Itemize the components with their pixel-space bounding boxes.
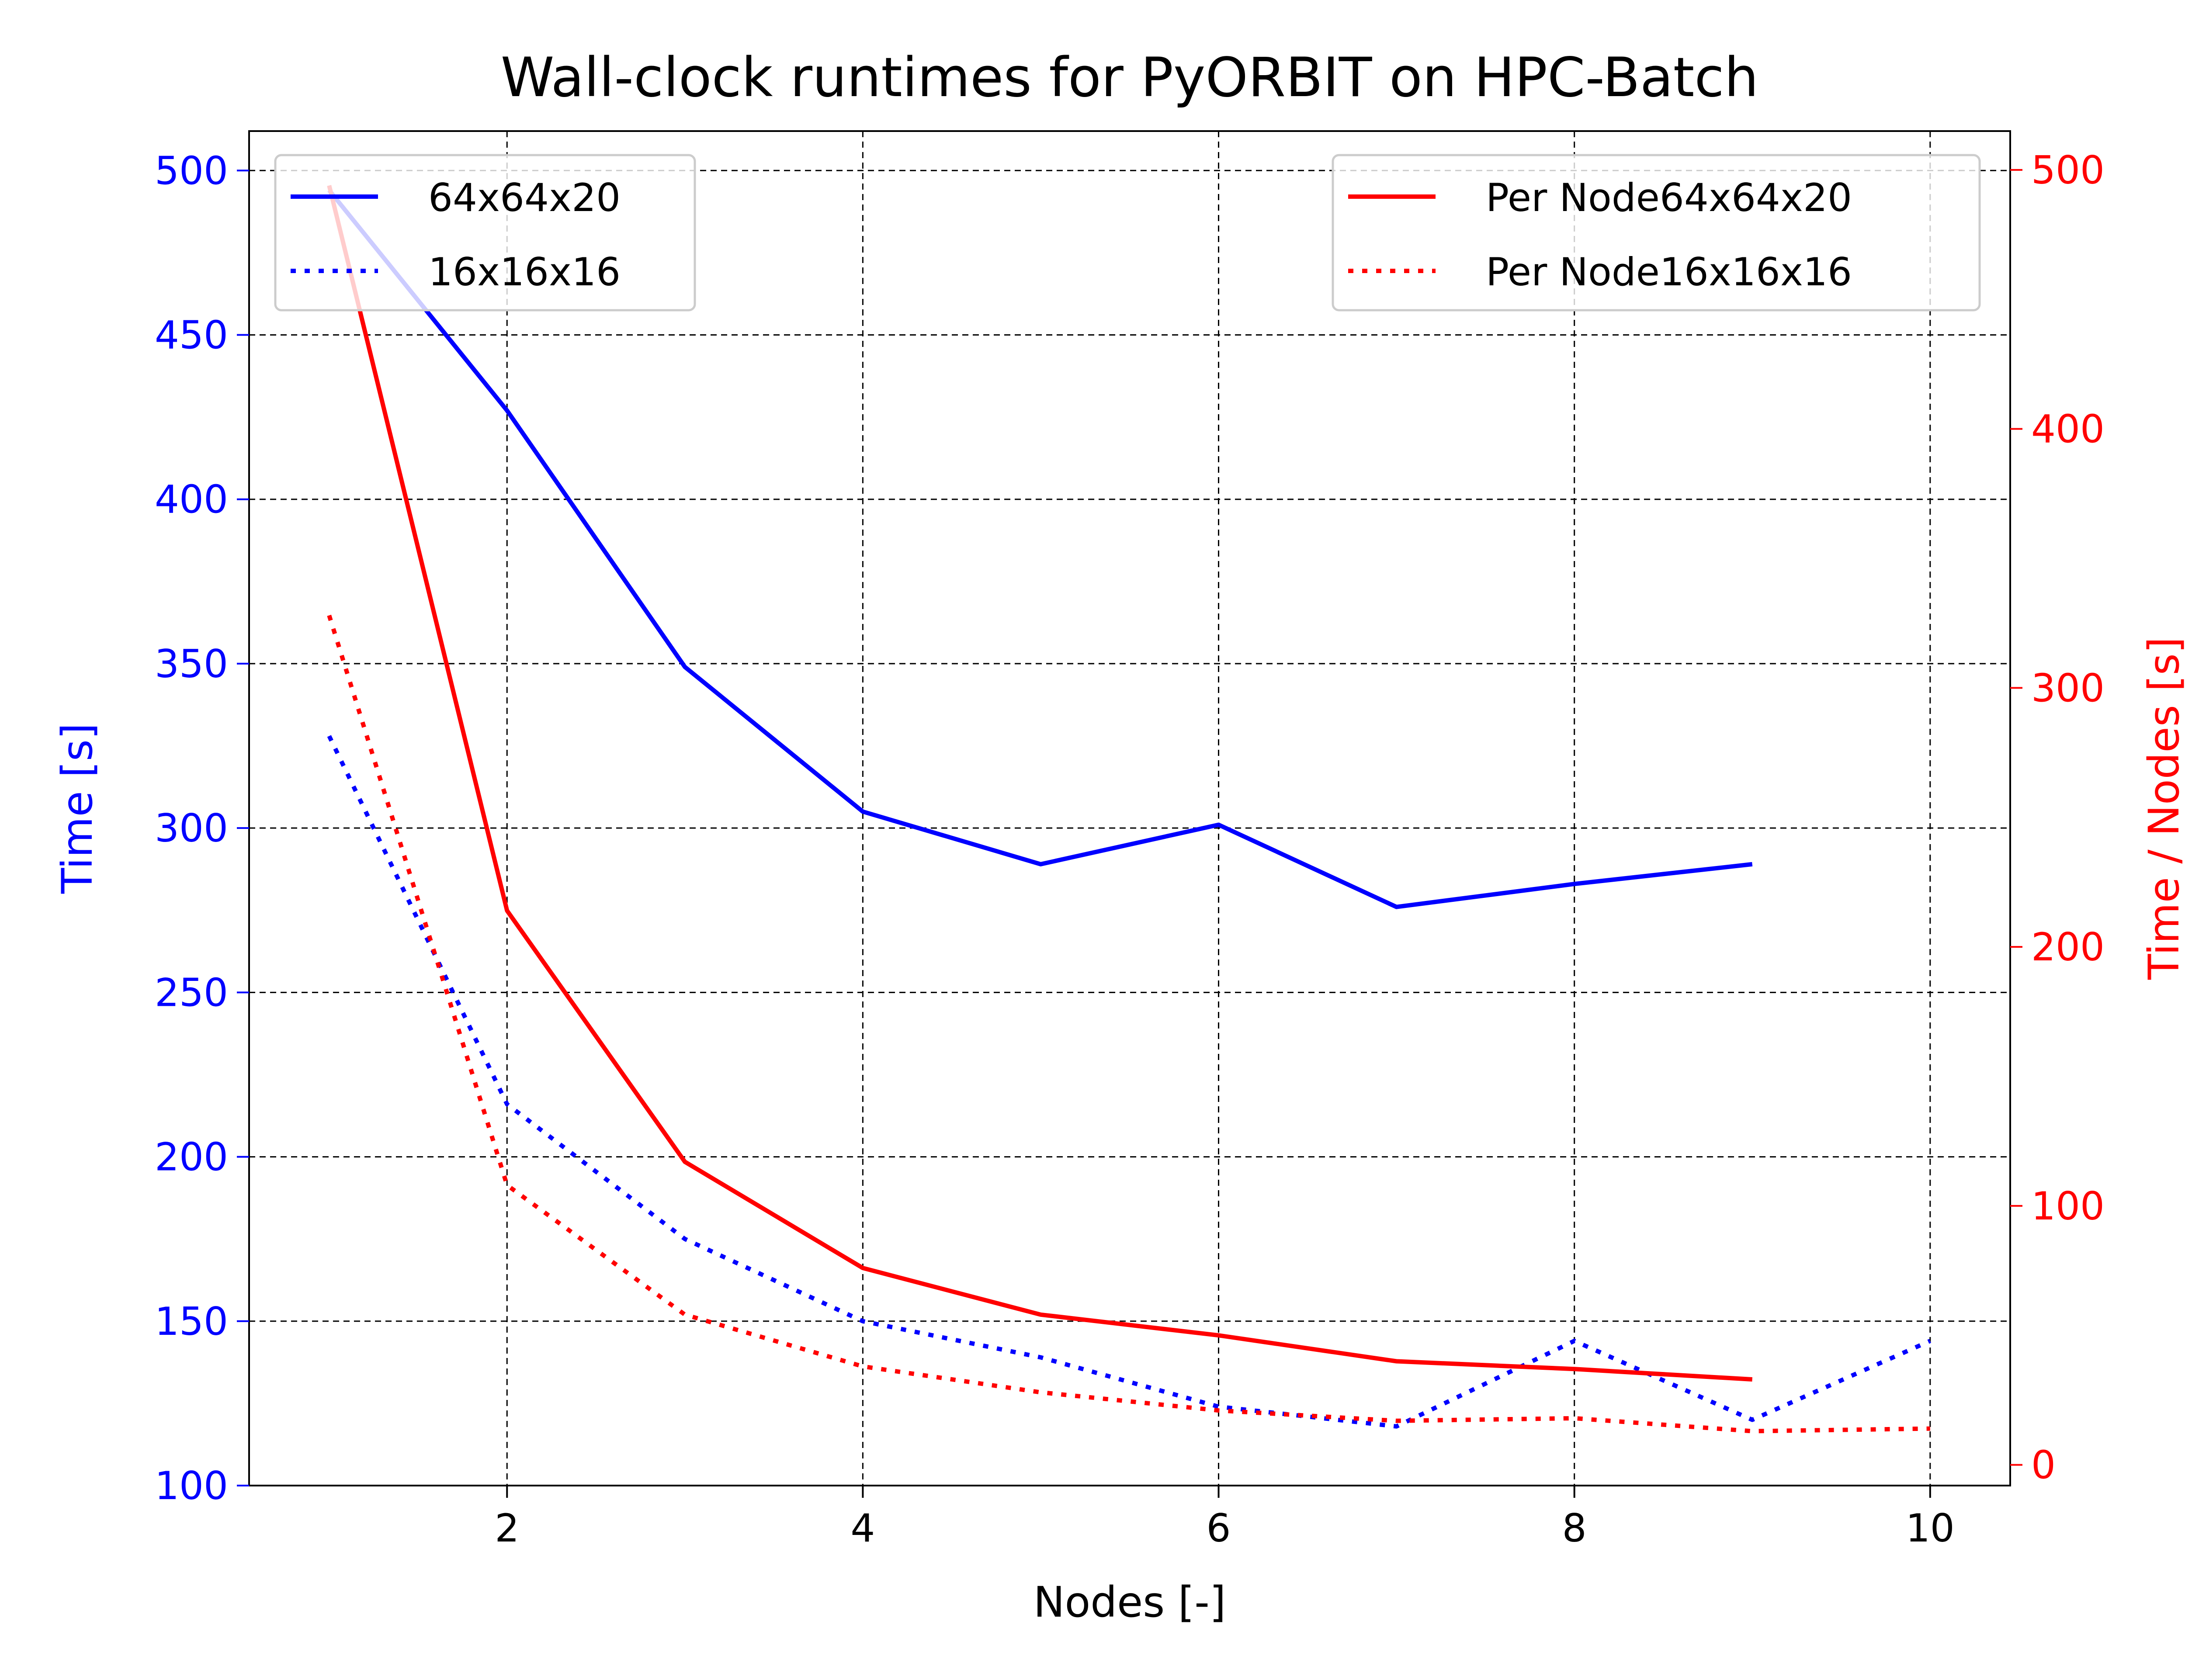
y-right-tick-label: 0 [2031, 1443, 2056, 1488]
series-lines [327, 185, 1931, 1434]
x-tick-label: 6 [1207, 1506, 1231, 1551]
legends: 64x64x20 16x16x16 Per Node64x64x20 Per Node… [274, 154, 1981, 312]
plot-frame [248, 130, 2011, 1486]
grid [249, 131, 2010, 1486]
legend-label: 16x16x16 [428, 249, 621, 294]
legend-label: Per Node16x16x16 [1486, 249, 1852, 294]
y-left-tick-label: 250 [155, 970, 228, 1015]
y-right-tick-label: 500 [2031, 148, 2105, 193]
legend-label: Per Node64x64x20 [1486, 175, 1852, 220]
y-right-tick-label: 400 [2031, 407, 2105, 452]
y-left-tick-label: 400 [155, 477, 228, 522]
series-line-per-node64x64x20 [327, 185, 1752, 1382]
series-line-per-node16x16x16 [327, 614, 1930, 1434]
y-right-tick-label: 300 [2031, 665, 2105, 710]
series-line-64x64x20 [327, 189, 1753, 909]
x-tick-label: 2 [495, 1506, 519, 1551]
y-axis-right-label: Time / Nodes [s] [2140, 637, 2185, 980]
y-left-tick-label: 100 [155, 1463, 228, 1508]
x-tick-label: 8 [1562, 1506, 1587, 1551]
legend-box [274, 154, 696, 312]
y-left-tick-label: 200 [155, 1135, 228, 1180]
series-line-16x16x16 [327, 735, 1931, 1429]
y-left-tick-label: 350 [155, 641, 228, 686]
y-left-tick-label: 500 [155, 148, 228, 193]
axes [237, 130, 2022, 1498]
chart-title: Wall-clock runtimes for PyORBIT on HPC-B… [501, 46, 1758, 109]
x-axis-label: Nodes [-] [1034, 1578, 1226, 1627]
y-left-tick-label: 300 [155, 806, 228, 851]
y-right-tick-label: 200 [2031, 925, 2105, 970]
x-tick-label: 10 [1906, 1506, 1955, 1551]
legend-label: 64x64x20 [428, 175, 621, 220]
y-left-tick-label: 150 [155, 1299, 228, 1344]
y-left-tick-label: 450 [155, 313, 228, 358]
labels: 2 4 6 8 10 100 150 200 250 300 350 400 450 500 0 100 200… [53, 46, 2185, 1627]
legend-box [1332, 154, 1981, 312]
y-axis-left-label: Time [s] [53, 723, 102, 894]
y-right-tick-label: 100 [2031, 1184, 2105, 1229]
x-tick-label: 4 [850, 1506, 875, 1551]
